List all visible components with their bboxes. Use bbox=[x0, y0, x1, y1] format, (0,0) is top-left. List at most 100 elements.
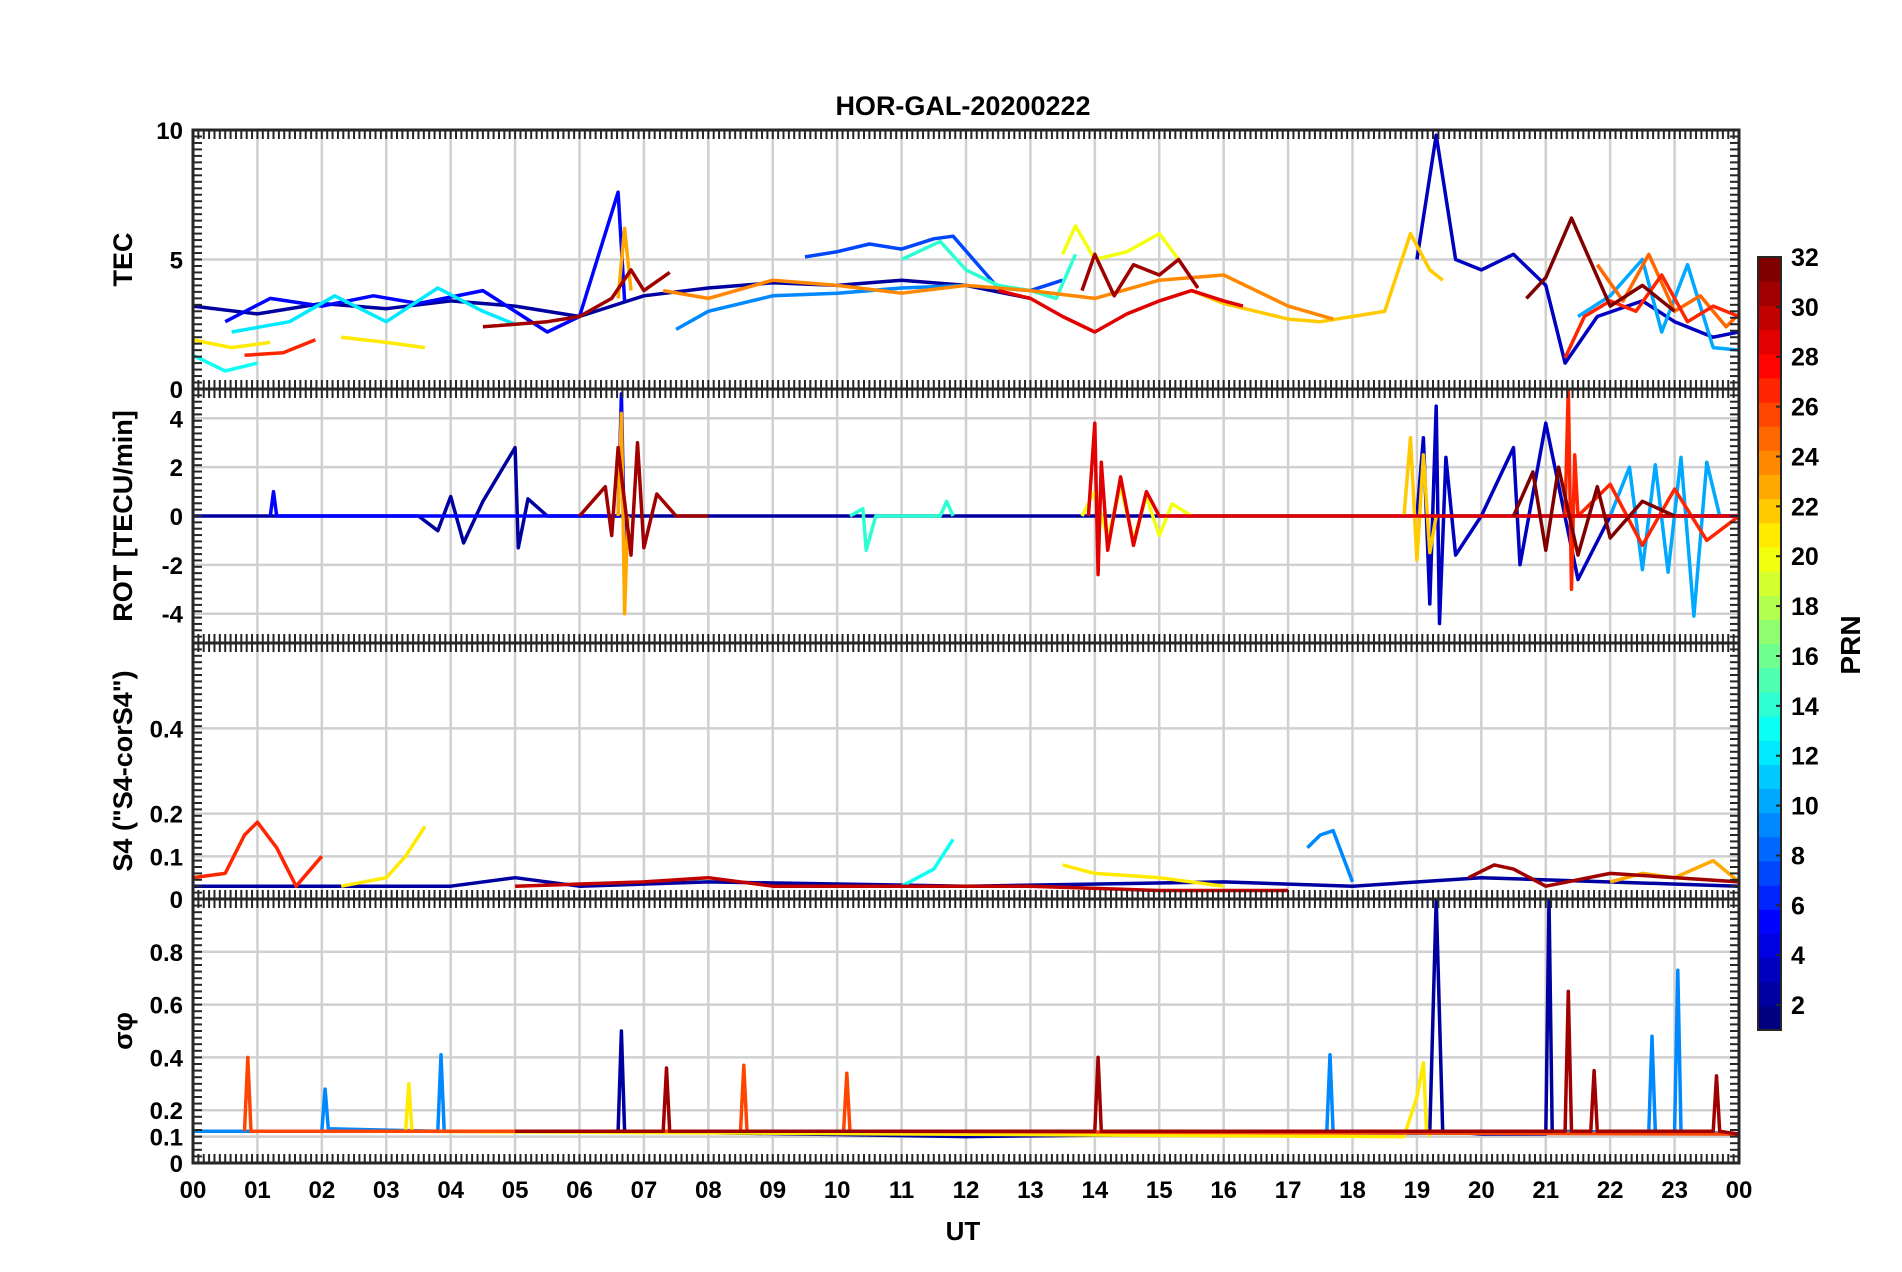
colorbar-segment bbox=[1758, 281, 1781, 306]
x-tick-label: 06 bbox=[566, 1177, 593, 1204]
series-group-tec bbox=[193, 133, 1739, 373]
colorbar-tick-label: 6 bbox=[1791, 892, 1805, 920]
series-tec-prn-13 bbox=[193, 353, 258, 373]
x-tick-label: 23 bbox=[1661, 1177, 1688, 1204]
colorbar-segment bbox=[1758, 764, 1781, 790]
series-rot-prn-22 bbox=[1402, 436, 1438, 562]
panel-sigma: 00.10.2 0.4 0.6 0.8 σφ bbox=[108, 897, 1741, 1178]
colorbar-tick-label: 32 bbox=[1791, 244, 1819, 272]
series-rot-prn-31 bbox=[578, 440, 709, 557]
colorbar-segment bbox=[1758, 401, 1781, 427]
colorbar-tick-label: 26 bbox=[1791, 394, 1819, 422]
series-sigma-prn-21 bbox=[403, 1060, 1432, 1139]
x-tick-label: 08 bbox=[695, 1177, 722, 1204]
colorbar-segment bbox=[1758, 715, 1781, 741]
x-tick-label: 21 bbox=[1532, 1177, 1559, 1204]
y-tick-label: 0 bbox=[170, 377, 183, 404]
colorbar-segment bbox=[1758, 860, 1781, 886]
colorbar-segment bbox=[1758, 450, 1781, 476]
series-tec-prn-3 bbox=[1415, 133, 1739, 365]
panel-s4: 0 0.1 0.2 0.4 S4 ("S4-corS4") bbox=[108, 641, 1741, 914]
series-tec-prn-29 bbox=[997, 288, 1244, 334]
x-tick-label: 09 bbox=[759, 1177, 786, 1204]
colorbar-segment bbox=[1758, 426, 1781, 451]
series-tec-prn-27 bbox=[1563, 273, 1739, 359]
series-tec-prn-10 bbox=[1577, 257, 1739, 352]
series-rot-prn-32 bbox=[1511, 465, 1676, 557]
series-sigma-prn-31 bbox=[515, 989, 1739, 1136]
series-tec-prn-21 bbox=[193, 338, 271, 350]
series-rot-prn-29 bbox=[1086, 421, 1739, 577]
y-tick-label: 5 bbox=[170, 248, 183, 275]
colorbar-segment bbox=[1758, 691, 1781, 717]
colorbar-tick-label: 22 bbox=[1791, 493, 1819, 521]
grid-s4 bbox=[193, 643, 1739, 899]
series-s4-prn-21 bbox=[340, 825, 427, 888]
x-tick-label: 11 bbox=[889, 1177, 914, 1204]
colorbar-label: PRN bbox=[1835, 615, 1866, 674]
colorbar-segment bbox=[1758, 257, 1781, 282]
series-tec-prn-31 bbox=[1080, 252, 1200, 298]
y-tick-label: -4 bbox=[162, 602, 184, 629]
colorbar-segment bbox=[1758, 836, 1781, 862]
x-tick-label: 18 bbox=[1339, 1177, 1366, 1204]
colorbar-segment bbox=[1758, 353, 1781, 379]
y-tick-label: 4 bbox=[170, 406, 184, 433]
y-tick-label: 0.1 bbox=[150, 1125, 183, 1152]
colorbar-segment bbox=[1758, 812, 1781, 838]
y-tick-label: 0.2 bbox=[150, 802, 183, 829]
chart-title: HOR-GAL-20200222 bbox=[835, 91, 1090, 121]
y-axis-label-sigma: σφ bbox=[108, 1012, 138, 1050]
colorbar-tick-label: 28 bbox=[1791, 344, 1819, 372]
x-tick-label: 10 bbox=[824, 1177, 851, 1204]
series-tec-prn-31 bbox=[482, 268, 671, 329]
series-tec-prn-27 bbox=[244, 338, 317, 358]
y-axis-label-rot: ROT [TECU/min] bbox=[108, 410, 138, 621]
series-tec-prn-14 bbox=[900, 239, 1078, 301]
colorbar-tick-label: 14 bbox=[1791, 693, 1819, 721]
series-tec-prn-23 bbox=[616, 226, 633, 299]
x-tick-labels: 00 01 02 03 04 05 06 07 08 09 10 11 12 13 14 15 16 17 18 19… bbox=[180, 1177, 1753, 1204]
x-tick-label: 19 bbox=[1404, 1177, 1431, 1204]
x-axis-label: UT bbox=[946, 1216, 981, 1246]
colorbar-segment bbox=[1758, 885, 1781, 910]
series-tec-prn-5 bbox=[224, 190, 627, 334]
series-group-rot bbox=[193, 389, 1739, 626]
series-s4-prn-31 bbox=[1467, 863, 1739, 888]
y-tick-label: 0.4 bbox=[150, 1045, 184, 1072]
colorbar-segment bbox=[1758, 981, 1781, 1007]
series-s4-prn-2 bbox=[193, 875, 1739, 888]
colorbar-segment bbox=[1758, 522, 1781, 548]
x-tick-label: 17 bbox=[1275, 1177, 1302, 1204]
x-tick-label: 15 bbox=[1146, 1177, 1173, 1204]
colorbar-segment bbox=[1758, 643, 1781, 669]
series-rot-prn-14 bbox=[849, 499, 955, 552]
x-tick-label: 00 bbox=[180, 1177, 207, 1204]
colorbar-segment bbox=[1758, 546, 1781, 572]
y-axis-label-s4: S4 ("S4-corS4") bbox=[108, 670, 138, 871]
series-s4-prn-27 bbox=[193, 820, 324, 888]
y-tick-label: 0.6 bbox=[150, 993, 183, 1020]
colorbar-tick-label: 16 bbox=[1791, 643, 1819, 671]
y-tick-label: 0.4 bbox=[150, 716, 184, 743]
colorbar-segment bbox=[1758, 595, 1781, 620]
colorbar-segment bbox=[1758, 329, 1781, 355]
colorbar-tick-label: 18 bbox=[1791, 593, 1819, 621]
colorbar-segment bbox=[1758, 667, 1781, 693]
grid-sigma bbox=[193, 899, 1739, 1163]
colorbar-tick-label: 2 bbox=[1791, 992, 1805, 1020]
x-tick-label: 04 bbox=[437, 1177, 464, 1204]
series-tec-prn-9 bbox=[675, 283, 967, 331]
colorbar-tick-label: 24 bbox=[1791, 443, 1819, 471]
x-tick-label: 07 bbox=[631, 1177, 658, 1204]
series-tec-prn-22 bbox=[1190, 231, 1444, 324]
x-tick-label: 02 bbox=[308, 1177, 335, 1204]
x-tick-label: 01 bbox=[244, 1177, 271, 1204]
colorbar: 32 30 28 26 24 22 20 18 16 14 12 10 8 6 4 2 bbox=[1757, 244, 1819, 1031]
colorbar-segment bbox=[1758, 305, 1781, 331]
grid-tec bbox=[193, 130, 1739, 389]
colorbar-tick-label: 10 bbox=[1791, 793, 1819, 821]
colorbar-tick-label: 8 bbox=[1791, 842, 1805, 870]
y-tick-label: 0.2 bbox=[150, 1098, 183, 1125]
series-tec-prn-24 bbox=[662, 273, 1334, 321]
